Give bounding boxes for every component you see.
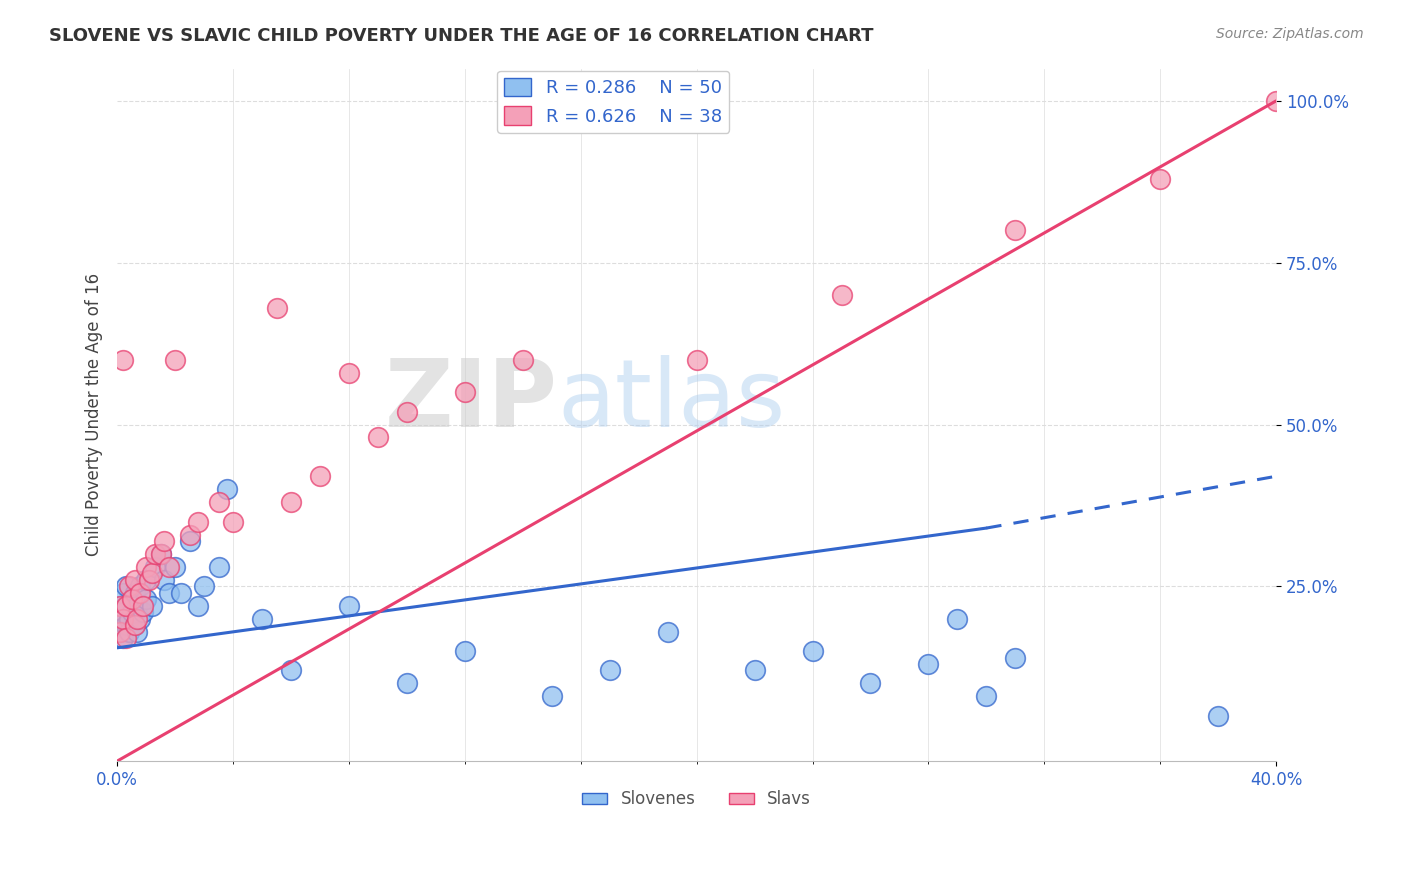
Point	[135, 573, 157, 587]
Point	[111, 605, 134, 619]
Point	[124, 618, 146, 632]
Point	[115, 599, 138, 613]
Point	[121, 592, 143, 607]
Point	[132, 599, 155, 613]
Point	[179, 534, 201, 549]
Point	[801, 644, 824, 658]
Point	[111, 612, 134, 626]
Point	[108, 599, 131, 613]
Point	[337, 366, 360, 380]
Point	[138, 573, 160, 587]
Point	[135, 560, 157, 574]
Point	[309, 469, 332, 483]
Point	[115, 579, 138, 593]
Point	[127, 612, 149, 626]
Point	[108, 624, 131, 639]
Point	[454, 385, 477, 400]
Point	[512, 352, 534, 367]
Point	[217, 482, 239, 496]
Point	[157, 560, 180, 574]
Point	[121, 592, 143, 607]
Point	[141, 566, 163, 581]
Point	[187, 599, 209, 613]
Point	[280, 664, 302, 678]
Point	[115, 599, 138, 613]
Point	[127, 624, 149, 639]
Point	[135, 592, 157, 607]
Point	[657, 624, 679, 639]
Point	[179, 527, 201, 541]
Point	[143, 560, 166, 574]
Point	[685, 352, 707, 367]
Point	[111, 586, 134, 600]
Point	[337, 599, 360, 613]
Point	[946, 612, 969, 626]
Point	[152, 573, 174, 587]
Point	[118, 579, 141, 593]
Point	[118, 624, 141, 639]
Point	[250, 612, 273, 626]
Point	[207, 560, 229, 574]
Point	[149, 547, 172, 561]
Point	[831, 288, 853, 302]
Point	[118, 612, 141, 626]
Text: SLOVENE VS SLAVIC CHILD POVERTY UNDER THE AGE OF 16 CORRELATION CHART: SLOVENE VS SLAVIC CHILD POVERTY UNDER TH…	[49, 27, 873, 45]
Point	[129, 612, 152, 626]
Point	[111, 352, 134, 367]
Point	[859, 676, 882, 690]
Point	[165, 560, 187, 574]
Point	[1265, 94, 1288, 108]
Point	[917, 657, 939, 671]
Point	[170, 586, 193, 600]
Point	[132, 605, 155, 619]
Point	[395, 676, 418, 690]
Point	[367, 430, 389, 444]
Text: atlas: atlas	[558, 355, 786, 447]
Point	[454, 644, 477, 658]
Point	[108, 612, 131, 626]
Point	[280, 495, 302, 509]
Point	[127, 599, 149, 613]
Point	[124, 573, 146, 587]
Point	[1206, 708, 1229, 723]
Point	[187, 515, 209, 529]
Point	[207, 495, 229, 509]
Point	[540, 690, 562, 704]
Text: Source: ZipAtlas.com: Source: ZipAtlas.com	[1216, 27, 1364, 41]
Point	[115, 618, 138, 632]
Point	[165, 352, 187, 367]
Point	[152, 534, 174, 549]
Y-axis label: Child Poverty Under the Age of 16: Child Poverty Under the Age of 16	[86, 273, 103, 557]
Point	[1004, 223, 1026, 237]
Point	[124, 618, 146, 632]
Point	[149, 547, 172, 561]
Point	[108, 599, 131, 613]
Point	[143, 547, 166, 561]
Text: ZIP: ZIP	[385, 355, 558, 447]
Point	[1004, 650, 1026, 665]
Point	[129, 586, 152, 600]
Point	[141, 599, 163, 613]
Point	[193, 579, 215, 593]
Point	[266, 301, 288, 315]
Point	[108, 624, 131, 639]
Point	[129, 579, 152, 593]
Point	[599, 664, 621, 678]
Point	[1149, 171, 1171, 186]
Point	[111, 631, 134, 645]
Point	[222, 515, 245, 529]
Point	[124, 586, 146, 600]
Point	[744, 664, 766, 678]
Point	[976, 690, 998, 704]
Legend: Slovenes, Slavs: Slovenes, Slavs	[575, 784, 818, 815]
Point	[115, 631, 138, 645]
Point	[121, 605, 143, 619]
Point	[157, 586, 180, 600]
Point	[395, 404, 418, 418]
